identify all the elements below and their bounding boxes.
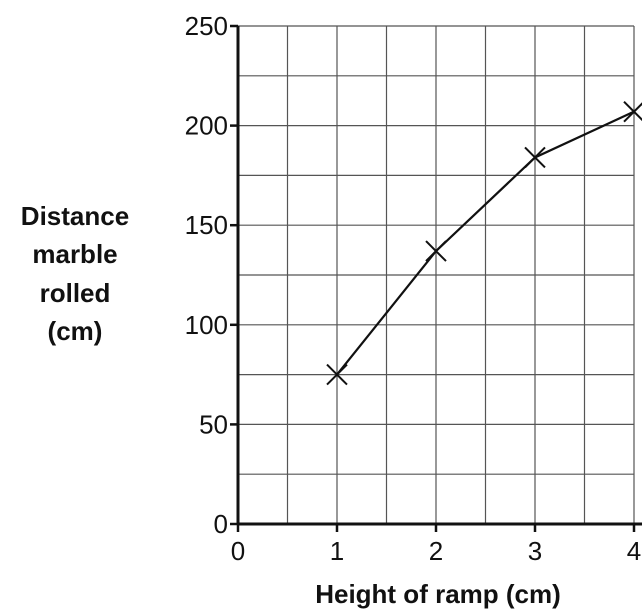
tick-labels: 0 50 100 150 200 250 0 1 2 3 4 [185, 11, 642, 566]
grid [238, 25, 635, 524]
y-axis-title: Distance marble rolled (cm) [21, 201, 129, 346]
cross-stroke [326, 363, 348, 386]
data-point-cross [524, 146, 546, 169]
y-axis-title-line-2: marble [32, 239, 117, 269]
cross-stroke [425, 240, 447, 262]
x-tick-label: 2 [429, 536, 443, 566]
x-tick-label: 3 [528, 536, 542, 566]
data-series [326, 100, 642, 386]
x-tick-label: 4 [627, 536, 641, 566]
x-tick-label: 0 [231, 536, 245, 566]
y-tick-label: 0 [214, 509, 228, 539]
y-tick-label: 50 [199, 409, 228, 439]
y-tick-label: 150 [185, 210, 228, 240]
data-point-cross [326, 363, 348, 386]
y-tick-label: 100 [185, 310, 228, 340]
series-line [336, 110, 635, 376]
x-tick-label: 1 [330, 536, 344, 566]
y-axis-title-line-4: (cm) [48, 316, 103, 346]
data-point-cross [425, 240, 447, 262]
y-tick-label: 200 [185, 111, 228, 141]
x-axis-title: Height of ramp (cm) [315, 579, 561, 609]
y-axis-title-line-1: Distance [21, 201, 129, 231]
data-point-cross [623, 100, 642, 123]
cross-stroke [524, 146, 546, 169]
y-tick-label: 250 [185, 11, 228, 41]
cross-stroke [623, 102, 642, 123]
axes [230, 24, 642, 532]
y-axis-title-line-3: rolled [40, 278, 111, 308]
